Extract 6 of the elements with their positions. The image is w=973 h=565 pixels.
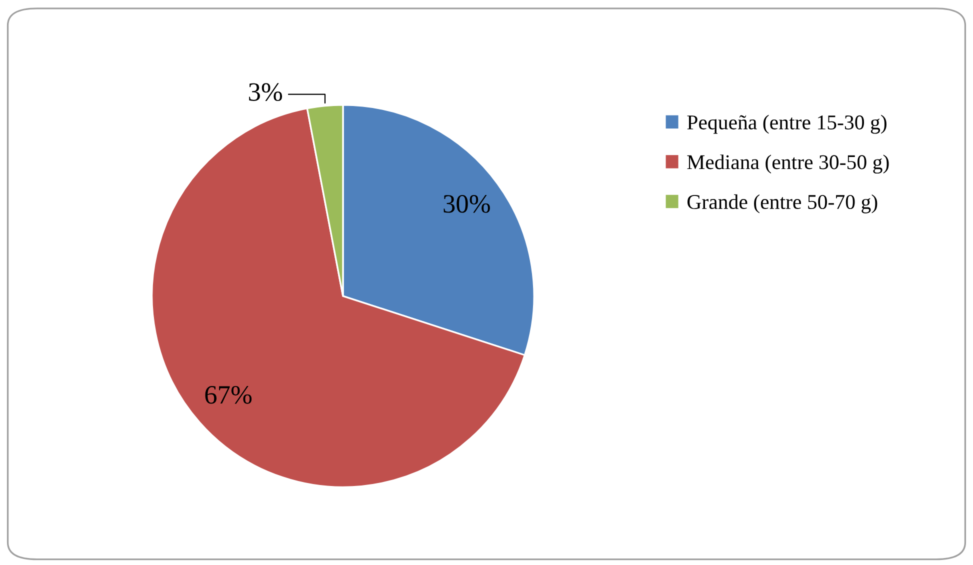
legend-label: Pequeña (entre 15-30 g) — [687, 114, 886, 134]
data-label: 3% — [249, 83, 282, 102]
legend-label: Grande (entre 50-70 g) — [687, 194, 878, 214]
data-label: 30% — [444, 195, 490, 213]
legend-label: Mediana (entre 30-50 g) — [687, 154, 889, 174]
data-label: 67% — [205, 386, 252, 404]
